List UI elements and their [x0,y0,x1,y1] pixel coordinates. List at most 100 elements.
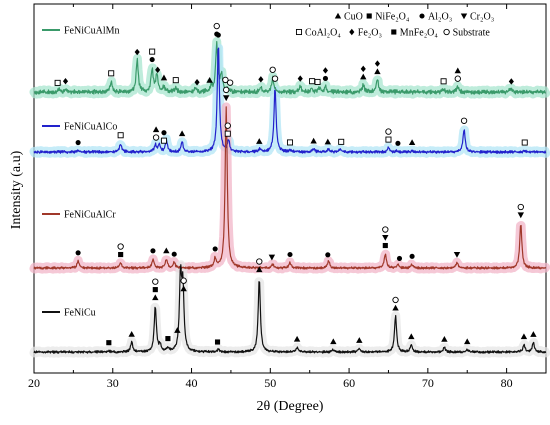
series-label: FeNiCuAlMn [64,26,120,37]
triangle-up-marker [408,139,416,146]
diamond-filled-marker [155,66,161,74]
x-tick-label: 30 [107,376,119,390]
triangle-up-marker [293,335,301,342]
circle-open-marker [226,79,234,86]
square-open-marker [385,136,392,143]
triangle-up-marker [256,138,263,144]
triangle-up-marker [374,68,381,75]
square-open-marker [309,78,316,85]
series-line [33,47,547,154]
circle-open-marker [117,243,124,250]
circle-open-marker [152,278,159,285]
square-open-marker [286,139,294,146]
triangle-down-marker [460,13,468,20]
legend-entry-label: CoAl₂O₄ [305,28,341,39]
circle-open-marker [269,66,276,73]
series-label: FeNiCuAlCr [64,210,116,221]
legend-entry-label: Cr₂O₃ [470,12,494,23]
triangle-up-marker [324,138,332,145]
square-open-marker [108,70,115,77]
series-label: FeNiCuAlCo [64,122,117,133]
plot-frame [33,3,547,374]
circle-open-marker [271,75,279,82]
circle-filled-marker [396,255,403,261]
triangle-up-marker [454,67,461,74]
circle-filled-marker [409,253,415,259]
circle-filled-marker [215,32,221,38]
square-open-marker [295,28,303,36]
circle-filled-marker [171,251,177,257]
circle-filled-marker [161,130,167,136]
series-labels: FeNiCuAlMn FeNiCuAlCo FeNiCuAlCr FeNiCu [42,26,120,319]
circle-open-marker [152,134,160,141]
circle-open-marker [256,258,263,265]
triangle-up-marker [441,335,448,342]
legend-entry-label: Al₂O₃ [428,12,452,23]
triangle-down-marker [517,212,524,219]
series-traces [33,40,547,354]
circle-open-marker [222,76,229,84]
triangle-up-marker [256,266,263,273]
y-axis-label: Intensity (a.u) [9,150,24,229]
circle-filled-marker [322,75,329,82]
diamond-filled-marker [349,28,355,36]
square-open-marker [54,79,61,86]
triangle-up-marker [160,74,168,81]
triangle-down-marker [382,234,389,241]
diamond-filled-marker [508,78,514,85]
square-open-marker [160,137,167,144]
square-filled-marker [165,336,171,342]
diamond-filled-marker [374,60,380,67]
square-open-marker [338,138,345,145]
diamond-filled-marker [258,76,264,83]
x-tick-label: 50 [264,376,276,390]
triangle-up-marker [174,327,181,333]
square-open-marker [149,48,156,55]
series-line [33,264,547,354]
legend: CuO NiFe₂O₄ Al₂O₃ Cr₂O₃ CoAl₂O₄ Fe₂O₃ MnFe₂O₄ S… [295,12,494,39]
circle-filled-marker [212,246,218,252]
square-filled-marker [214,339,221,345]
x-tick-label: 60 [343,376,355,390]
circle-open-marker [213,22,220,30]
circle-filled-marker [419,13,425,19]
circle-filled-marker [150,248,156,254]
square-open-marker [314,78,321,85]
triangle-up-marker [152,126,160,133]
circle-filled-marker [75,250,81,256]
series-line [33,106,547,270]
square-filled-marker [152,287,158,293]
triangle-up-marker [310,137,317,144]
circle-open-marker [224,122,231,129]
x-tick-label: 70 [422,376,434,390]
triangle-up-marker [464,338,471,345]
series-band [29,43,550,158]
triangle-up-marker [520,333,528,340]
circle-open-marker [382,226,389,233]
triangle-down-marker [453,252,461,258]
diamond-filled-marker [194,79,200,86]
square-open-marker [440,78,447,85]
square-filled-marker [382,242,388,249]
x-tick-label: 80 [501,376,513,390]
circle-filled-marker [149,57,155,63]
x-axis: 20 30 40 50 60 70 80 [28,4,547,390]
triangle-up-marker [152,294,159,301]
square-open-marker [521,139,528,146]
circle-open-marker [223,86,230,94]
diamond-filled-marker [297,75,303,82]
circle-open-marker [180,277,187,284]
triangle-up-marker [178,130,186,137]
series-line [33,40,546,95]
triangle-up-marker [330,338,337,345]
circle-open-marker [385,128,392,135]
triangle-up-marker [128,330,135,337]
circle-open-marker [392,296,399,304]
triangle-down-marker [268,254,276,261]
circle-filled-marker [75,139,81,146]
x-axis-label: 2θ (Degree) [257,399,324,414]
triangle-up-marker [530,331,537,337]
circle-open-marker [460,117,468,124]
square-open-marker [172,77,179,84]
square-filled-marker [391,29,397,35]
